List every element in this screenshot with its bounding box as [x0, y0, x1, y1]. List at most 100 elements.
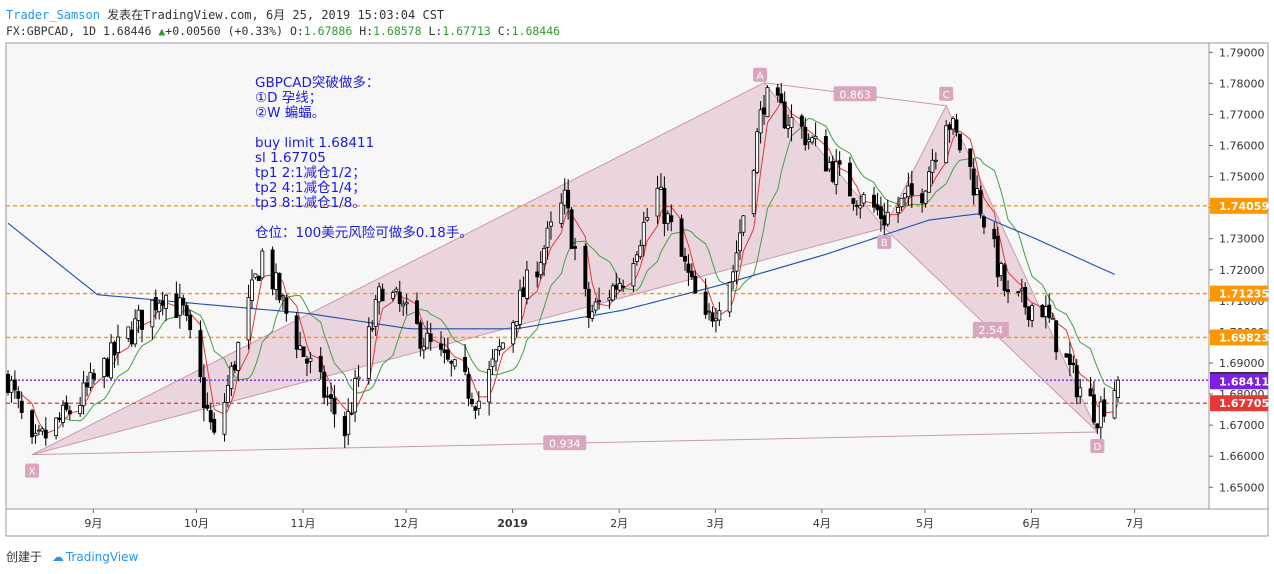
candle: [61, 404, 65, 423]
candle: [1064, 353, 1069, 358]
candle: [1047, 304, 1052, 319]
price-level-value: 1.71235: [1219, 288, 1269, 301]
note-line: tp2 4:1减仓1/4；: [255, 180, 366, 196]
candle: [727, 282, 732, 313]
candle: [105, 358, 110, 377]
candle: [992, 228, 997, 240]
candle: [710, 312, 715, 322]
pattern-label: B: [881, 238, 888, 249]
x-tick-label: 6月: [1023, 517, 1041, 530]
x-tick-label: 5月: [916, 517, 934, 530]
tradingview-logo-icon[interactable]: ☁: [51, 550, 64, 564]
low-label: L:: [428, 24, 443, 38]
y-tick-label: 1.79000: [1219, 46, 1265, 59]
candle: [418, 322, 423, 349]
candle: [356, 376, 361, 380]
chart-header-line2: FX:GBPCAD, 1D 1.68446 ▲+0.00560 (+0.33%)…: [6, 24, 560, 38]
candle: [861, 194, 866, 204]
candle: [150, 299, 155, 328]
tradingview-brand[interactable]: TradingView: [65, 550, 139, 564]
candle: [944, 125, 949, 164]
candle: [872, 194, 876, 208]
candle: [439, 343, 443, 350]
candle: [786, 124, 791, 129]
price-level-value: 1.67705: [1219, 397, 1269, 410]
candle: [971, 168, 976, 196]
candle: [301, 346, 306, 357]
candle: [500, 342, 505, 350]
trade-note[interactable]: GBPCAD突破做多： ①D 孕线； ②W 蝙蝠。 buy limit 1.6841…: [255, 76, 473, 241]
created-by-label: 创建于: [6, 550, 43, 564]
price-level-value: 1.74059: [1219, 200, 1269, 213]
candle: [19, 400, 24, 413]
x-tick-label: 2月: [610, 517, 628, 530]
candle: [1098, 401, 1103, 428]
candle: [329, 394, 333, 399]
candle: [449, 361, 454, 364]
candle: [806, 139, 811, 143]
time-axis: [5, 508, 1269, 537]
candle: [641, 221, 646, 246]
candle: [545, 227, 550, 248]
candle: [899, 197, 904, 208]
y-tick-label: 1.65000: [1219, 481, 1265, 494]
candle: [421, 345, 426, 351]
candle: [731, 271, 736, 283]
candle: [679, 218, 684, 257]
candle: [995, 235, 1000, 278]
candle: [181, 297, 186, 306]
candle: [854, 204, 859, 207]
candle: [232, 364, 237, 371]
candle: [225, 385, 230, 403]
candle: [81, 382, 86, 407]
candle: [129, 329, 134, 345]
candle: [12, 379, 17, 391]
ratio-label-bg: [543, 435, 587, 451]
ratio-label: 2.54: [979, 324, 1004, 337]
y-tick-label: 1.76000: [1219, 140, 1265, 153]
candle: [236, 342, 241, 371]
candle: [490, 358, 495, 367]
candle: [445, 349, 450, 360]
candle: [837, 160, 842, 165]
candle: [957, 133, 962, 151]
candle: [645, 217, 650, 221]
x-tick-label: 11月: [290, 517, 315, 530]
candle: [6, 373, 10, 393]
candle: [164, 294, 169, 309]
candle: [1091, 394, 1096, 423]
candle: [848, 162, 852, 197]
candle: [36, 429, 41, 432]
candle: [452, 359, 457, 367]
candle: [160, 301, 165, 306]
pattern-label: C: [943, 90, 950, 101]
candle: [373, 299, 378, 327]
candle: [707, 310, 711, 313]
candle: [607, 297, 612, 301]
candle: [294, 315, 299, 350]
symbol-label[interactable]: FX:GBPCAD, 1D: [6, 24, 97, 38]
sma-mid-line: [59, 117, 1119, 422]
candle: [256, 275, 261, 282]
candle: [542, 248, 547, 265]
note-line: buy limit 1.68411: [255, 135, 375, 151]
open-label: O:: [289, 24, 304, 38]
x-tick-label: 2019: [497, 517, 528, 530]
candle: [524, 269, 529, 299]
candle: [208, 410, 213, 423]
candle: [614, 284, 619, 290]
candle: [397, 291, 402, 304]
candle: [617, 283, 622, 291]
pattern-label: A: [757, 71, 764, 82]
candle: [298, 345, 303, 350]
author-name[interactable]: Trader_Samson: [6, 8, 100, 22]
candle: [1023, 286, 1028, 308]
candle: [1006, 289, 1010, 293]
candle: [88, 372, 93, 388]
candle: [1102, 399, 1107, 417]
candle: [906, 185, 911, 198]
candle: [377, 286, 382, 303]
candle: [1067, 353, 1072, 366]
candle: [590, 311, 595, 319]
